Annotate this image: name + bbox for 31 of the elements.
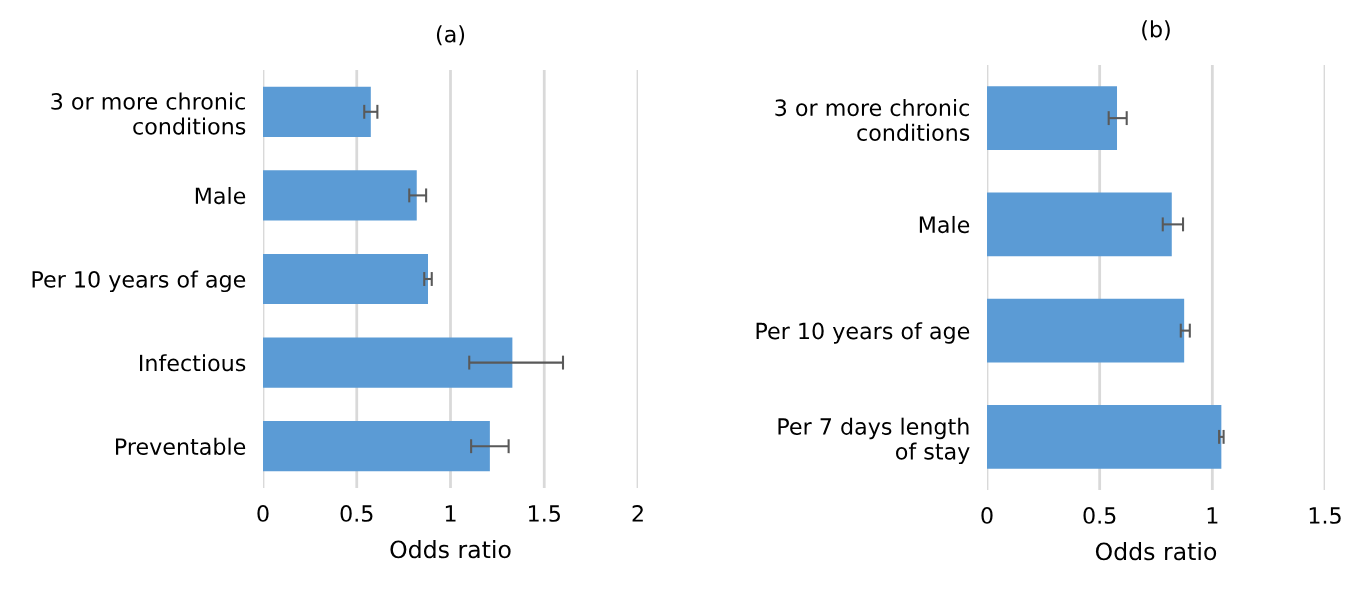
x-tick-label: 1 xyxy=(1207,507,1218,524)
chart-title: (a) xyxy=(436,25,465,46)
x-tick-label: 1.5 xyxy=(1309,507,1341,524)
y-tick-label: Preventable xyxy=(116,437,246,455)
x-tick-label: 0.5 xyxy=(1083,507,1116,524)
bar xyxy=(987,405,1222,469)
y-tick-label: Per 10 years of age xyxy=(32,270,246,293)
bar xyxy=(263,253,428,305)
bar xyxy=(263,86,371,137)
x-tick-label: 2 xyxy=(632,505,643,522)
x-tick-label: 1 xyxy=(445,505,456,522)
x-tick-label: 0 xyxy=(257,505,269,522)
x-tick-label: 0 xyxy=(981,507,993,524)
bar xyxy=(263,337,513,388)
bar xyxy=(263,421,490,472)
y-tick-label: 3 or more chronic conditions xyxy=(775,98,970,142)
x-axis-title: Odds ratio xyxy=(390,540,511,559)
x-tick-label: 1.5 xyxy=(529,505,560,522)
y-tick-label: 3 or more chronic conditions xyxy=(51,92,246,135)
chart-title: (b) xyxy=(1142,20,1170,41)
y-tick-label: Per 10 years of age xyxy=(756,322,970,344)
bar xyxy=(987,298,1185,363)
bar xyxy=(987,192,1172,257)
x-axis-title: Odds ratio xyxy=(1095,542,1217,561)
y-tick-label: Male xyxy=(919,215,970,234)
y-tick-label: Infectious xyxy=(140,354,246,372)
y-tick-label: Male xyxy=(195,186,246,205)
bar xyxy=(263,170,417,221)
x-tick-label: 0.5 xyxy=(340,505,373,522)
y-tick-label: Per 7 days length of stay xyxy=(778,417,970,465)
bar xyxy=(987,86,1118,150)
